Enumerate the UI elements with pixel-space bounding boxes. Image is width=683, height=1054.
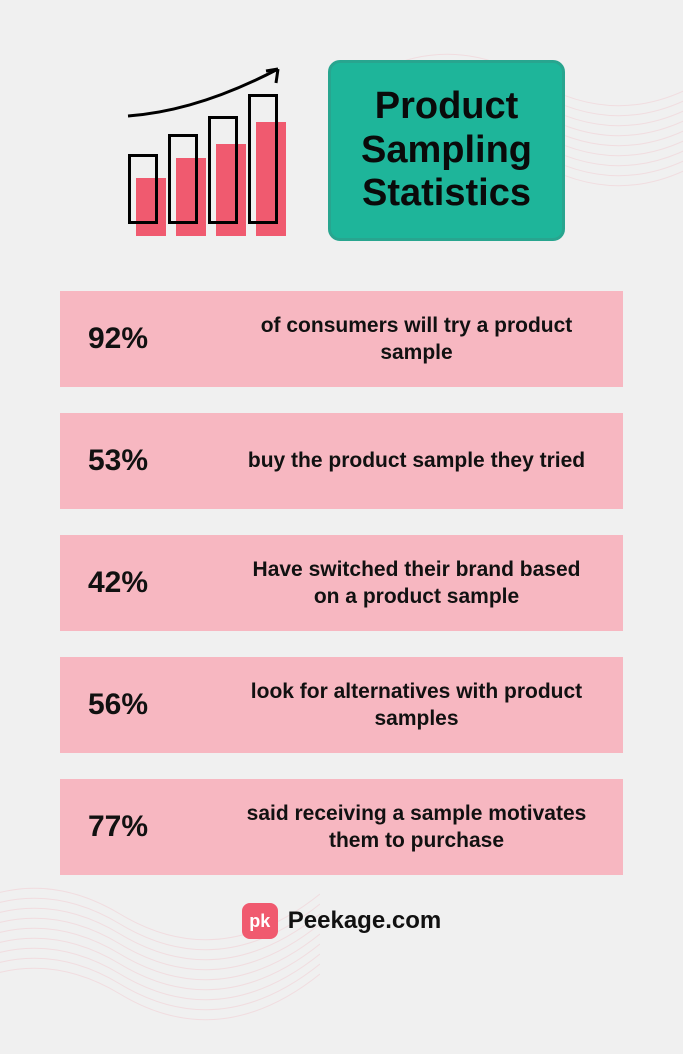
stat-description: look for alternatives with product sampl… [238,678,595,733]
stat-description: said receiving a sample motivates them t… [238,800,595,855]
footer: pk Peekage.com [0,903,683,939]
header: ProductSamplingStatistics [0,0,683,271]
stat-description: buy the product sample they tried [238,447,595,474]
stat-row: 77%said receiving a sample motivates the… [60,779,623,875]
stat-row: 53%buy the product sample they tried [60,413,623,509]
stat-percentage: 77% [88,810,238,844]
brand-name: Peekage.com [288,907,441,935]
stat-percentage: 92% [88,322,238,356]
stat-percentage: 53% [88,444,238,478]
page-title: ProductSamplingStatistics [361,85,532,216]
stat-description: of consumers will try a product sample [238,312,595,367]
stat-description: Have switched their brand based on a pro… [238,556,595,611]
brand-logo-icon: pk [242,903,278,939]
title-box: ProductSamplingStatistics [328,60,565,241]
stats-list: 92%of consumers will try a product sampl… [0,271,683,875]
stat-percentage: 42% [88,566,238,600]
stat-row: 42%Have switched their brand based on a … [60,535,623,631]
bar-chart-icon [118,66,298,236]
decorative-lines-bottom [0,854,320,1054]
stat-row: 56%look for alternatives with product sa… [60,657,623,753]
stat-percentage: 56% [88,688,238,722]
stat-row: 92%of consumers will try a product sampl… [60,291,623,387]
